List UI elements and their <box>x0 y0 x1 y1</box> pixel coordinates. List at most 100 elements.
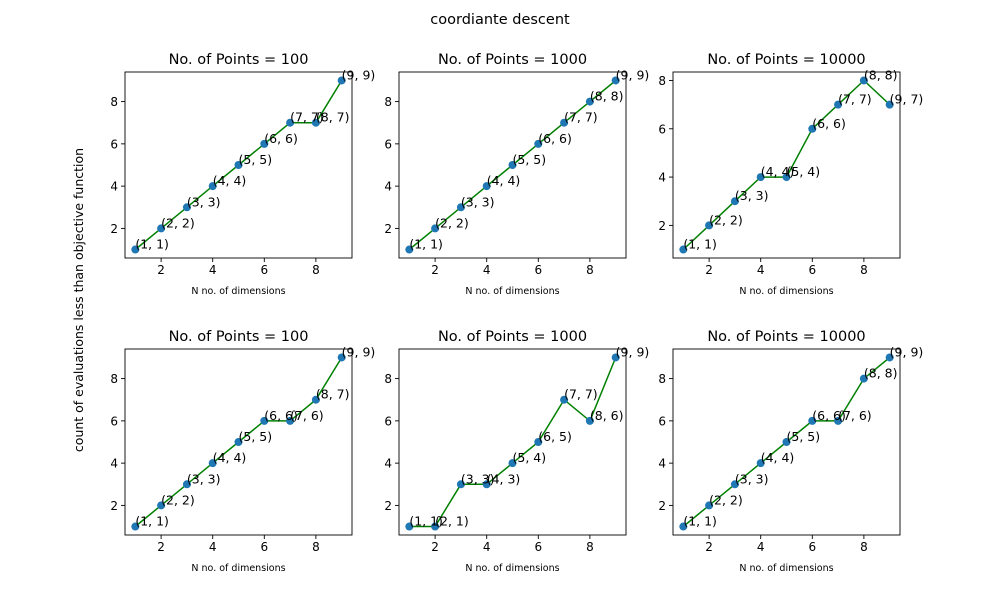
data-point <box>311 395 320 404</box>
data-label: (5, 4) <box>787 164 821 179</box>
data-point <box>431 522 440 531</box>
data-label: (6, 5) <box>538 429 572 444</box>
data-label: (1, 1) <box>683 237 717 252</box>
data-point <box>730 480 739 489</box>
x-tick-label: 8 <box>860 263 868 277</box>
data-point <box>431 224 440 233</box>
data-label: (6, 6) <box>812 116 846 131</box>
x-tick-label: 2 <box>431 263 439 277</box>
data-point <box>782 173 791 182</box>
data-point <box>482 182 491 191</box>
data-label: (2, 1) <box>435 514 469 529</box>
data-point <box>679 522 688 531</box>
data-label: (3, 3) <box>187 471 221 486</box>
data-point <box>260 416 269 425</box>
data-label: (3, 3) <box>461 194 495 209</box>
data-label: (6, 6) <box>538 131 572 146</box>
data-point <box>534 139 543 148</box>
x-axis-label: N no. of dimensions <box>465 286 559 297</box>
data-point <box>782 438 791 446</box>
plot-frame <box>124 71 353 259</box>
data-label: (5, 5) <box>239 429 273 444</box>
x-tick-label: 4 <box>209 540 217 554</box>
data-label: (9, 9) <box>616 344 650 359</box>
data-label: (2, 2) <box>709 492 743 507</box>
data-label: (8, 8) <box>864 67 898 82</box>
data-label: (2, 2) <box>435 215 469 230</box>
data-point <box>405 245 414 254</box>
subplot-6: No. of Points = 10000 2 4 6 8 2 4 6 8 N no. of di… <box>658 329 923 574</box>
data-label: (4, 4) <box>761 164 795 179</box>
data-label: (1, 1) <box>683 514 717 529</box>
data-point <box>157 224 166 233</box>
data-point <box>859 374 868 383</box>
data-label: (3, 3) <box>735 471 769 486</box>
data-label: (3, 3) <box>187 194 221 209</box>
data-label: (2, 2) <box>161 215 195 230</box>
data-label: (5, 5) <box>787 429 821 444</box>
data-label: (7, 7) <box>290 110 324 125</box>
data-point <box>585 97 594 106</box>
y-tick-label: 2 <box>658 499 666 513</box>
x-tick-label: 6 <box>260 540 268 554</box>
data-label: (9, 7) <box>890 92 924 107</box>
y-tick-label: 4 <box>110 180 118 194</box>
data-point <box>808 124 817 133</box>
data-point <box>834 100 843 109</box>
data-label: (1, 1) <box>135 514 169 529</box>
x-tick-label: 6 <box>534 263 542 277</box>
data-label: (7, 6) <box>838 408 872 423</box>
y-tick-label: 2 <box>110 222 118 236</box>
data-label: (8, 8) <box>864 366 898 381</box>
subplot-grid: No. of Points = 100 2 4 6 8 2 4 6 8 N no. of dime… <box>110 52 923 574</box>
x-tick-label: 8 <box>312 263 320 277</box>
x-axis-label: N no. of dimensions <box>739 563 833 574</box>
subplot-2: No. of Points = 1000 2 4 6 8 2 4 6 8 N no. of dim… <box>384 52 649 297</box>
subplot-1: No. of Points = 100 2 4 6 8 2 4 6 8 N no. of dime… <box>110 52 375 297</box>
data-label: (6, 6) <box>812 408 846 423</box>
data-point <box>585 416 594 425</box>
y-tick-label: 2 <box>384 222 392 236</box>
data-point <box>456 480 465 489</box>
data-point <box>756 173 765 182</box>
data-label: (8, 7) <box>316 110 350 125</box>
y-tick-label: 2 <box>658 219 666 233</box>
data-point <box>611 353 620 362</box>
x-tick-label: 6 <box>534 540 542 554</box>
x-tick-label: 8 <box>860 540 868 554</box>
plot-frame <box>672 71 901 259</box>
data-label: (5, 5) <box>513 152 547 167</box>
x-tick-label: 2 <box>705 263 713 277</box>
subplot-3: No. of Points = 10000 2 4 6 8 2 4 6 8 N no. of di… <box>658 52 923 297</box>
data-point <box>859 76 868 85</box>
data-point <box>234 161 243 169</box>
data-point <box>705 221 714 230</box>
data-label: (3, 3) <box>461 471 495 486</box>
y-tick-label: 4 <box>384 457 392 471</box>
data-point <box>157 501 166 510</box>
data-label: (6, 6) <box>264 131 298 146</box>
subplot-title: No. of Points = 10000 <box>707 329 865 345</box>
data-point <box>311 118 320 127</box>
data-point <box>208 182 217 191</box>
data-point <box>611 76 620 85</box>
y-tick-label: 6 <box>110 414 118 428</box>
data-label: (9, 9) <box>342 67 376 82</box>
data-label: (9, 9) <box>890 344 924 359</box>
x-axis-label: N no. of dimensions <box>191 563 285 574</box>
data-point <box>131 522 140 531</box>
y-tick-label: 4 <box>110 457 118 471</box>
data-point <box>756 459 765 468</box>
data-point <box>560 395 569 404</box>
x-tick-label: 2 <box>431 540 439 554</box>
x-axis-label: N no. of dimensions <box>191 286 285 297</box>
data-label: (5, 5) <box>239 152 273 167</box>
data-point <box>182 203 191 212</box>
x-axis-label: N no. of dimensions <box>739 286 833 297</box>
data-label: (1, 1) <box>409 237 443 252</box>
y-tick-label: 6 <box>110 137 118 151</box>
data-label: (4, 4) <box>761 450 795 465</box>
data-point <box>560 118 569 127</box>
x-tick-label: 4 <box>757 540 765 554</box>
